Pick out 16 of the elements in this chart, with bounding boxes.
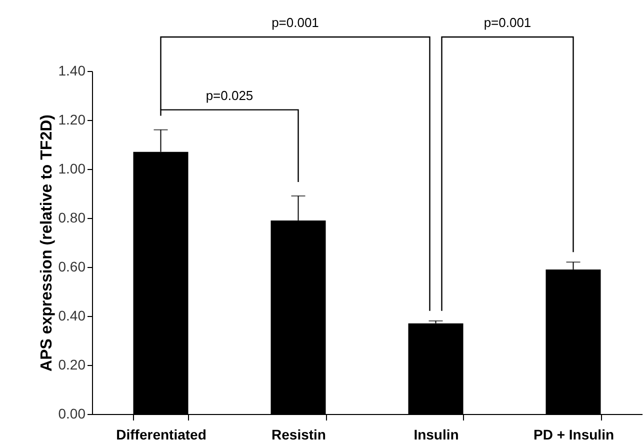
y-axis-title: APS expression (relative to TF2D) [38,114,56,372]
y-tick-label: 0.40 [58,308,86,324]
y-tick-label: 1.00 [58,160,86,176]
y-tick-label: 0.00 [58,406,86,422]
x-tick-label: PD + Insulin [533,426,614,442]
y-tick-label: 1.40 [58,62,86,78]
text: p=0.001 [484,15,532,30]
y-tick-label: 0.80 [58,210,86,226]
x-tick-label: Differentiated [116,426,206,442]
x-tick-label: Insulin [414,426,459,442]
x-tick-label: Resistin [272,426,326,442]
y-tick-label: 0.20 [58,356,86,372]
text: p=0.001 [272,15,319,30]
annotation: p=0.025 [206,88,254,103]
y-tick-label: 0.60 [58,258,86,274]
y-tick-label: 1.20 [58,112,86,128]
